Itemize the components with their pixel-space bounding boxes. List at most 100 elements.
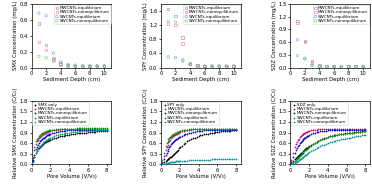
SWCNTs-nonequilibrium — [37, 145, 43, 148]
SWCNTs-equilibrium — [312, 142, 318, 145]
MWCNTs-equilibrium — [323, 128, 329, 131]
SWCNTs-equilibrium — [347, 131, 353, 134]
MWCNTs-nonequilibrium — [164, 151, 170, 154]
X-axis label: Pore Volume (V/V₀): Pore Volume (V/V₀) — [305, 174, 355, 179]
SPY only — [224, 130, 230, 133]
SWCNTs-equilibrium — [214, 127, 220, 130]
MWCNTs-nonequilibrium — [203, 129, 209, 132]
SWCNTs-equilibrium — [55, 128, 61, 131]
MWCNTs-nonequilibrium — [308, 132, 314, 136]
SPY only — [196, 135, 202, 138]
SWCNTs-nonequilibrium — [207, 158, 213, 161]
SWCNTs-equilibrium — [202, 65, 208, 68]
SWCNTs-equilibrium — [194, 128, 200, 131]
SWCNTs-equilibrium — [42, 130, 48, 133]
SDZ only — [292, 158, 298, 161]
SWCNTs-equilibrium — [68, 127, 74, 130]
SWCNTs-nonequilibrium — [101, 64, 107, 67]
MWCNTs-equilibrium — [312, 129, 318, 132]
SWCNTs-equilibrium — [216, 127, 222, 130]
SDZ only — [304, 146, 310, 149]
SWCNTs-nonequilibrium — [347, 136, 353, 139]
MWCNTs-nonequilibrium — [292, 151, 298, 154]
SPY only — [207, 132, 213, 135]
SWCNTs-nonequilibrium — [315, 146, 321, 149]
SWCNTs-nonequilibrium — [190, 159, 196, 162]
MWCNTs-equilibrium — [349, 127, 355, 130]
MWCNTs-equilibrium — [74, 127, 80, 130]
SMX only — [42, 141, 48, 144]
MWCNTs-equilibrium — [346, 127, 352, 130]
MWCNTs-equilibrium — [218, 127, 224, 130]
MWCNTs-equilibrium — [199, 127, 205, 130]
SWCNTs-equilibrium — [317, 139, 323, 142]
SDZ only — [359, 130, 365, 133]
SWCNTs-nonequilibrium — [230, 158, 235, 161]
MWCNTs-nonequilibrium — [187, 63, 193, 66]
SWCNTs-equilibrium — [184, 128, 190, 131]
SMX only — [33, 151, 39, 154]
MWCNTs-equilibrium — [39, 133, 45, 136]
SMX only — [72, 132, 78, 135]
MWCNTs-equilibrium — [345, 65, 351, 68]
MWCNTs-nonequilibrium — [180, 42, 186, 45]
MWCNTs-nonequilibrium — [85, 128, 91, 131]
MWCNTs-equilibrium — [228, 127, 234, 130]
MWCNTs-nonequilibrium — [87, 128, 93, 131]
MWCNTs-nonequilibrium — [176, 136, 182, 139]
SWCNTs-nonequilibrium — [32, 156, 38, 159]
MWCNTs-equilibrium — [331, 127, 337, 130]
SWCNTs-equilibrium — [171, 132, 177, 135]
SWCNTs-equilibrium — [43, 14, 49, 17]
SWCNTs-nonequilibrium — [180, 159, 186, 162]
SWCNTs-equilibrium — [233, 127, 239, 130]
MWCNTs-nonequilibrium — [299, 139, 305, 143]
MWCNTs-equilibrium — [167, 138, 173, 141]
SWCNTs-nonequilibrium — [344, 137, 350, 140]
SWCNTs-nonequilibrium — [306, 151, 312, 154]
MWCNTs-nonequilibrium — [45, 133, 51, 136]
SPY only — [175, 148, 181, 151]
SWCNTs-nonequilibrium — [216, 158, 222, 161]
SMX only — [39, 143, 45, 146]
MWCNTs-nonequilibrium — [36, 141, 42, 144]
SWCNTs-equilibrium — [59, 128, 65, 131]
SDZ only — [347, 131, 353, 134]
MWCNTs-equilibrium — [46, 130, 52, 133]
SWCNTs-equilibrium — [314, 141, 320, 144]
SWCNTs-nonequilibrium — [203, 158, 209, 161]
SWCNTs-nonequilibrium — [199, 158, 205, 161]
SDZ only — [362, 130, 368, 133]
SPY only — [166, 157, 171, 160]
MWCNTs-nonequilibrium — [190, 131, 196, 134]
MWCNTs-nonequilibrium — [224, 129, 230, 132]
MWCNTs-nonequilibrium — [33, 148, 39, 151]
MWCNTs-equilibrium — [296, 137, 302, 140]
SWCNTs-equilibrium — [209, 65, 215, 68]
MWCNTs-nonequilibrium — [296, 143, 302, 146]
SWCNTs-nonequilibrium — [51, 60, 57, 63]
SWCNTs-nonequilibrium — [228, 158, 234, 161]
Y-axis label: SPY Concentration (mg/L): SPY Concentration (mg/L) — [143, 2, 148, 70]
MWCNTs-nonequilibrium — [362, 129, 368, 132]
SWCNTs-nonequilibrium — [164, 162, 170, 165]
SWCNTs-nonequilibrium — [167, 161, 173, 164]
MWCNTs-equilibrium — [196, 128, 202, 131]
MWCNTs-equilibrium — [209, 127, 215, 130]
SWCNTs-equilibrium — [180, 129, 186, 132]
SWCNTs-equilibrium — [359, 130, 365, 133]
SWCNTs-equilibrium — [357, 130, 363, 133]
SWCNTs-equilibrium — [338, 132, 344, 136]
SWCNTs-equilibrium — [305, 147, 311, 150]
MWCNTs-nonequilibrium — [333, 129, 339, 132]
SPY only — [161, 161, 167, 164]
SWCNTs-equilibrium — [319, 138, 325, 141]
SWCNTs-equilibrium — [45, 129, 51, 132]
MWCNTs-nonequilibrium — [38, 139, 44, 142]
SWCNTs-equilibrium — [222, 127, 228, 130]
SWCNTs-nonequilibrium — [81, 130, 87, 133]
SPY only — [177, 146, 183, 149]
SMX only — [36, 146, 42, 149]
SWCNTs-equilibrium — [360, 65, 366, 68]
MWCNTs-equilibrium — [359, 127, 365, 130]
